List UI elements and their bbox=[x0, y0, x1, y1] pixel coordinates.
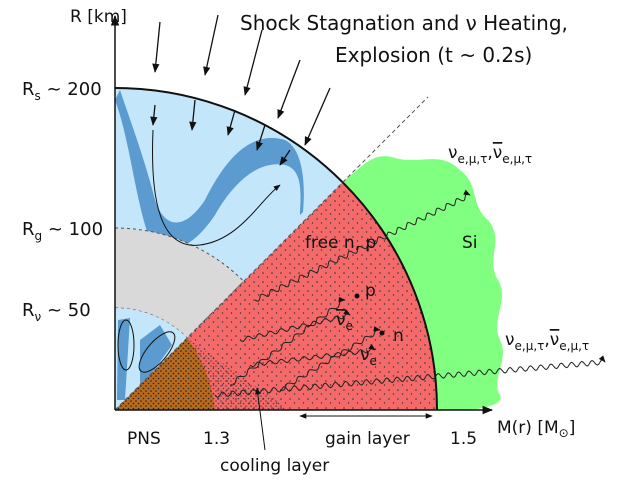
infall-arrow bbox=[150, 104, 158, 126]
title: Explosion (t ~ 0.2s) bbox=[335, 43, 532, 67]
neutrino-paths bbox=[214, 189, 606, 398]
inner-convection bbox=[117, 318, 172, 400]
text-part: ] bbox=[569, 418, 576, 438]
particle-label: νe bbox=[336, 310, 353, 333]
neutrino-path bbox=[214, 355, 606, 398]
text-part: R bbox=[22, 79, 35, 100]
infall-arrow bbox=[256, 124, 266, 151]
text-part: ~ 200 bbox=[41, 79, 102, 100]
text-part: e,μ,τ bbox=[458, 152, 488, 166]
text-part: ⊙ bbox=[559, 426, 569, 440]
neutrino-path bbox=[254, 189, 471, 302]
neutrino-label: νe,μ,τ,νe,μ,τ bbox=[448, 143, 532, 166]
text-part: ~ 100 bbox=[42, 219, 103, 240]
mass-label: 1.5 bbox=[450, 429, 477, 449]
neutrino-path bbox=[229, 296, 346, 386]
title: Shock Stagnation and ν Heating, bbox=[240, 11, 568, 35]
particle-label: νe bbox=[360, 345, 377, 368]
text-part: M(r) [M bbox=[497, 418, 559, 438]
radius-label: Rs ~ 200 bbox=[22, 79, 102, 103]
text-part: ν bbox=[550, 330, 560, 350]
neutrino-path bbox=[249, 343, 376, 368]
region-label: gain layer bbox=[325, 429, 410, 449]
radius-label: Rg ~ 100 bbox=[22, 219, 103, 243]
particle-dot bbox=[379, 330, 385, 336]
region-label: free n, p bbox=[305, 233, 376, 253]
infall-arrow bbox=[203, 14, 219, 76]
flow-loop bbox=[117, 319, 135, 371]
infall-arrow bbox=[152, 21, 161, 73]
infall-arrow bbox=[304, 87, 331, 146]
text-part: ν bbox=[360, 345, 370, 365]
wedge-divider bbox=[114, 96, 429, 411]
text-part: , bbox=[487, 143, 492, 163]
text-part: e,μ,τ bbox=[502, 152, 532, 166]
y-label: R [km] bbox=[70, 7, 127, 27]
silicon-shell bbox=[342, 156, 503, 410]
region-label: cooling layer bbox=[220, 456, 329, 476]
flow-line bbox=[152, 129, 281, 246]
infall-arrow bbox=[226, 109, 236, 136]
text-part: ν bbox=[493, 143, 503, 163]
text-part: s bbox=[35, 89, 41, 103]
neutrino-path bbox=[279, 326, 381, 391]
text-part: ν bbox=[448, 143, 458, 163]
text-part: g bbox=[35, 229, 43, 243]
infall-arrows bbox=[150, 14, 331, 166]
text-part: ν bbox=[336, 310, 346, 330]
text-part: e bbox=[346, 319, 353, 333]
grey-layer bbox=[114, 227, 245, 339]
text-part: ~ 50 bbox=[41, 300, 90, 321]
mass-label: 1.3 bbox=[203, 429, 230, 449]
particle-dot bbox=[354, 293, 360, 299]
infall-arrow bbox=[243, 29, 263, 96]
neutrino-label: νe,μ,τ,νe,μ,τ bbox=[505, 330, 589, 353]
radius-label: Rν ~ 50 bbox=[22, 300, 91, 324]
text-part: ν bbox=[505, 330, 515, 350]
mass-label: PNS bbox=[127, 429, 161, 449]
particle-label: n bbox=[393, 326, 404, 346]
text-part: , bbox=[544, 330, 549, 350]
region-label: Si bbox=[462, 233, 478, 253]
convective-plume bbox=[115, 90, 304, 250]
infall-arrow bbox=[189, 99, 197, 131]
text-part: R bbox=[22, 300, 35, 321]
infall-arrow bbox=[279, 149, 291, 166]
flow-loop bbox=[138, 331, 176, 373]
text-part: e bbox=[370, 354, 377, 368]
neutrino-path bbox=[239, 309, 351, 342]
particle-label: p bbox=[365, 281, 376, 301]
text-part: e,μ,τ bbox=[559, 339, 589, 353]
pns-dots bbox=[115, 337, 215, 410]
x-label: M(r) [M⊙] bbox=[497, 418, 575, 440]
text-part: e,μ,τ bbox=[515, 339, 545, 353]
cooling-pointer bbox=[255, 387, 266, 451]
text-part: ν bbox=[35, 310, 42, 324]
infall-arrow bbox=[277, 59, 301, 119]
cooling-dots bbox=[187, 338, 290, 410]
text-part: R bbox=[22, 219, 35, 240]
